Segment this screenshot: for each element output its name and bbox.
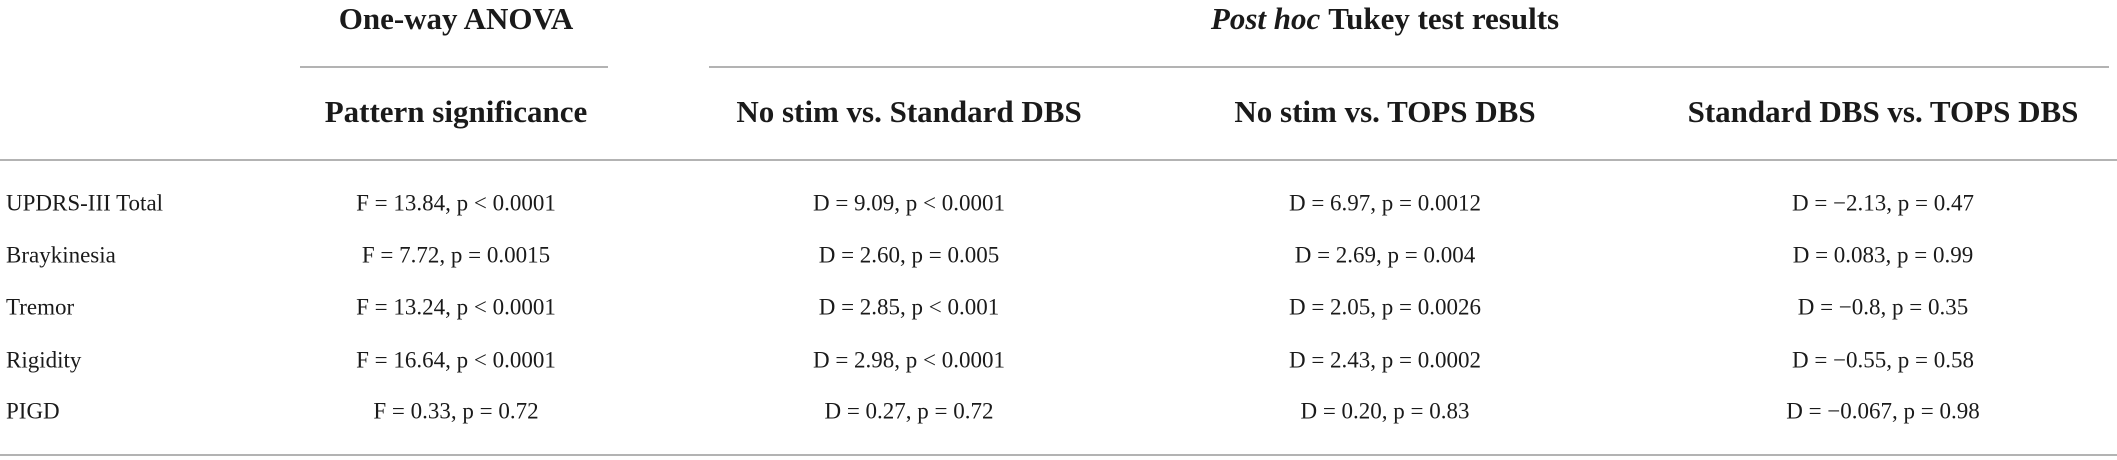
cell: F = 7.72, p = 0.0015	[362, 242, 550, 267]
cell: D = 2.69, p = 0.004	[1295, 242, 1476, 267]
cell: D = −0.55, p = 0.58	[1792, 347, 1974, 372]
cell: D = 6.97, p = 0.0012	[1289, 190, 1481, 215]
cell: D = 0.20, p = 0.83	[1300, 398, 1469, 423]
column-header: Pattern significance	[325, 94, 588, 129]
cell: D = −2.13, p = 0.47	[1792, 190, 1974, 215]
cell: D = −0.067, p = 0.98	[1786, 398, 1980, 423]
cell: D = 2.98, p < 0.0001	[813, 347, 1005, 372]
row-label: UPDRS-III Total	[6, 190, 163, 215]
cell: F = 16.64, p < 0.0001	[356, 347, 556, 372]
group-header: Post hoc Tukey test results	[1210, 1, 1559, 36]
cell: F = 13.84, p < 0.0001	[356, 190, 556, 215]
row-label: Braykinesia	[6, 242, 116, 267]
group-header-text: Tukey test results	[1328, 1, 1559, 36]
cell: D = 2.60, p = 0.005	[819, 242, 1000, 267]
group-header: One-way ANOVA	[339, 1, 574, 36]
cell: D = 2.05, p = 0.0026	[1289, 294, 1481, 319]
row-label: Rigidity	[6, 347, 82, 372]
row-label: PIGD	[6, 398, 60, 423]
cell: D = 9.09, p < 0.0001	[813, 190, 1005, 215]
column-header: No stim vs. Standard DBS	[736, 94, 1081, 129]
cell: D = 0.27, p = 0.72	[824, 398, 993, 423]
group-header-italic: Post hoc	[1210, 1, 1321, 36]
cell: D = −0.8, p = 0.35	[1798, 294, 1969, 319]
row-label: Tremor	[6, 294, 74, 319]
cell: F = 0.33, p = 0.72	[373, 398, 538, 423]
column-header: Standard DBS vs. TOPS DBS	[1688, 94, 2079, 129]
column-header: No stim vs. TOPS DBS	[1234, 94, 1535, 129]
cell: D = 2.85, p < 0.001	[819, 294, 1000, 319]
cell: D = 0.083, p = 0.99	[1793, 242, 1974, 267]
cell: F = 13.24, p < 0.0001	[356, 294, 556, 319]
cell: D = 2.43, p = 0.0002	[1289, 347, 1481, 372]
